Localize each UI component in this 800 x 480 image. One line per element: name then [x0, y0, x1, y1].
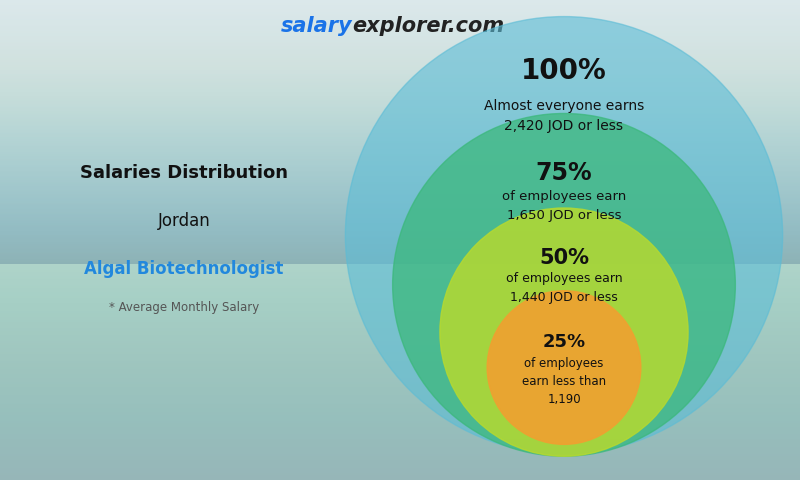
Text: 100%: 100% — [521, 57, 607, 85]
Text: 25%: 25% — [542, 333, 586, 350]
Text: Almost everyone earns
2,420 JOD or less: Almost everyone earns 2,420 JOD or less — [484, 98, 644, 133]
Circle shape — [487, 291, 641, 444]
Text: Jordan: Jordan — [158, 212, 210, 230]
Text: of employees earn
1,440 JOD or less: of employees earn 1,440 JOD or less — [506, 272, 622, 304]
Text: Salaries Distribution: Salaries Distribution — [80, 164, 288, 182]
Text: Algal Biotechnologist: Algal Biotechnologist — [84, 260, 284, 278]
Circle shape — [346, 17, 782, 454]
Circle shape — [440, 208, 688, 456]
Text: * Average Monthly Salary: * Average Monthly Salary — [109, 300, 259, 314]
Text: of employees
earn less than
1,190: of employees earn less than 1,190 — [522, 357, 606, 406]
Text: of employees earn
1,650 JOD or less: of employees earn 1,650 JOD or less — [502, 190, 626, 222]
Circle shape — [393, 113, 735, 456]
Text: 50%: 50% — [539, 248, 589, 268]
Text: 75%: 75% — [536, 161, 592, 185]
Text: explorer.com: explorer.com — [352, 16, 504, 36]
Text: salary: salary — [280, 16, 352, 36]
